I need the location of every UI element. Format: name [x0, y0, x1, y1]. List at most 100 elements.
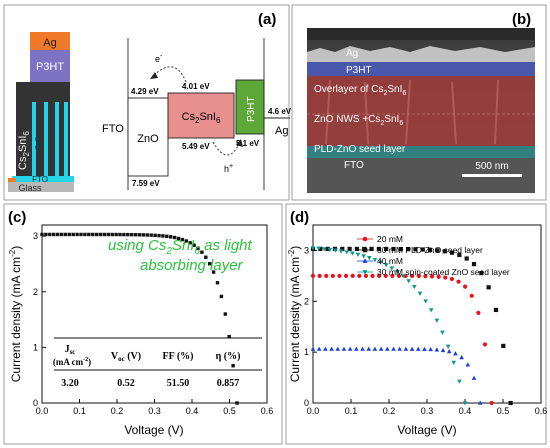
hole-arrow	[212, 141, 241, 156]
data-point-series-0	[153, 233, 157, 238]
data-point-series-0	[231, 364, 235, 368]
legend-label: 30 mM PLD-ZnO seed layer	[377, 245, 483, 255]
data-point-series-0	[102, 232, 107, 237]
data-point-series-3	[395, 270, 400, 275]
data-point-series-0	[40, 232, 44, 237]
x-tick-label: 0.6	[535, 406, 548, 416]
x-tick-label: 0.5	[497, 406, 510, 416]
data-point-series-2	[385, 346, 390, 351]
data-point-series-0	[75, 232, 79, 237]
data-point-series-1	[442, 249, 447, 254]
panel-a: (a) Ag P3HT Cs2SnI6 ZnO FTO Glass FTO Zn…	[3, 4, 292, 201]
band-ag-energy: 4.6 eV	[268, 107, 292, 116]
data-point-series-0	[184, 239, 188, 243]
data-point-series-2	[354, 346, 359, 351]
sem-overlayer-label: Overlayer of Cs2SnI6	[314, 84, 406, 97]
data-point-series-0	[94, 232, 99, 237]
data-point-series-0	[188, 241, 192, 245]
layer-cs2sni6-label: Cs2SnI6	[17, 131, 31, 170]
data-point-series-3	[310, 246, 316, 251]
electron-label: e-	[155, 53, 163, 64]
sem-seed-label: PLD-ZnO seed layer	[314, 144, 406, 155]
data-point-series-2	[477, 400, 483, 405]
data-point-series-3	[383, 263, 389, 268]
data-point-series-1	[406, 247, 411, 252]
data-point-series-3	[400, 274, 406, 279]
fto-contact	[8, 178, 16, 182]
data-point-series-3	[338, 249, 344, 254]
data-point-series-2	[465, 362, 471, 367]
sem-ag-layer	[307, 46, 535, 62]
panel-c: (c) 0.0 0.1 0.2 0.3 0.4 0.5 0.6 0 1 2 3 Voltage (V…	[3, 203, 283, 445]
data-point-series-0	[145, 233, 149, 237]
band-cs2sni6	[167, 92, 235, 139]
legend-marker	[362, 270, 368, 275]
band-zno-label: ZnO	[137, 133, 159, 145]
sem-scale-bar-label: 500 nm	[475, 161, 508, 172]
layer-zno-label: ZnO	[35, 136, 42, 150]
data-point-series-1	[391, 246, 396, 252]
legend-label: 40 mM	[377, 256, 403, 266]
legend-marker	[362, 236, 368, 242]
layer-p3ht-label: P3HT	[36, 61, 64, 73]
data-point-series-0	[449, 276, 455, 282]
data-point-series-2	[459, 355, 464, 360]
data-point-series-3	[434, 318, 440, 323]
data-point-series-3	[366, 256, 372, 261]
data-point-series-1	[347, 246, 352, 252]
data-point-series-0	[83, 232, 87, 237]
data-point-series-2	[335, 346, 341, 351]
data-point-series-0	[204, 255, 208, 259]
data-point-series-3	[428, 308, 434, 313]
data-point-series-0	[489, 400, 494, 406]
sem-nanowire	[405, 79, 411, 145]
data-point-series-0	[169, 235, 173, 239]
layer-cs2sni6	[16, 82, 70, 182]
legend-item: 30 mM spin-coated ZnO seed layer	[357, 267, 510, 277]
chart-c-annotation-line-1: using Cs2SnI6 as light	[108, 237, 253, 257]
data-point-series-0	[172, 235, 177, 240]
data-point-series-0	[141, 233, 146, 237]
data-point-series-0	[48, 232, 52, 237]
data-point-series-0	[208, 262, 212, 266]
legend-marker	[362, 258, 368, 263]
x-tick-label: 0.4	[186, 406, 199, 416]
data-point-series-2	[360, 346, 365, 351]
sem-nanowire	[364, 81, 369, 145]
band-cs2sni6-label: Cs2SnI6	[182, 111, 221, 125]
band-p3ht	[235, 79, 265, 135]
electron-arrow	[152, 66, 187, 83]
y-tick-label: 2	[33, 287, 38, 297]
data-point-series-0	[149, 233, 153, 237]
data-point-series-1	[464, 256, 469, 261]
data-point-series-1	[449, 250, 455, 255]
legend-item: 20 mM	[357, 234, 403, 244]
y-tick-label: 3	[304, 245, 309, 255]
layer-ag	[30, 32, 70, 50]
data-point-series-2	[378, 346, 384, 351]
layer-p3ht	[30, 50, 70, 82]
table-header-jsc-unit: (mA cm-2)	[53, 357, 91, 367]
data-point-series-0	[200, 250, 204, 254]
data-point-series-2	[366, 346, 372, 351]
sem-p3ht-label: P3HT	[346, 65, 372, 76]
data-point-series-0	[443, 275, 448, 280]
sem-nanowire	[494, 79, 499, 145]
data-point-series-3	[372, 258, 378, 263]
data-point-series-0	[343, 273, 349, 278]
data-point-series-0	[463, 284, 468, 289]
data-point-series-1	[384, 246, 389, 252]
table-header-eta: η (%)	[216, 351, 241, 362]
data-point-series-0	[55, 232, 60, 237]
table-value-jsc: 3.20	[61, 378, 79, 389]
data-point-series-2	[440, 347, 446, 353]
data-point-series-0	[219, 294, 224, 299]
data-point-series-3	[440, 330, 445, 335]
x-tick-label: 0.0	[36, 406, 49, 416]
data-point-series-1	[435, 248, 440, 253]
band-ag-label: Ag	[275, 125, 288, 137]
data-point-series-1	[427, 247, 433, 252]
y-tick-label: 1	[304, 347, 309, 357]
sem-seed-layer	[307, 146, 535, 158]
